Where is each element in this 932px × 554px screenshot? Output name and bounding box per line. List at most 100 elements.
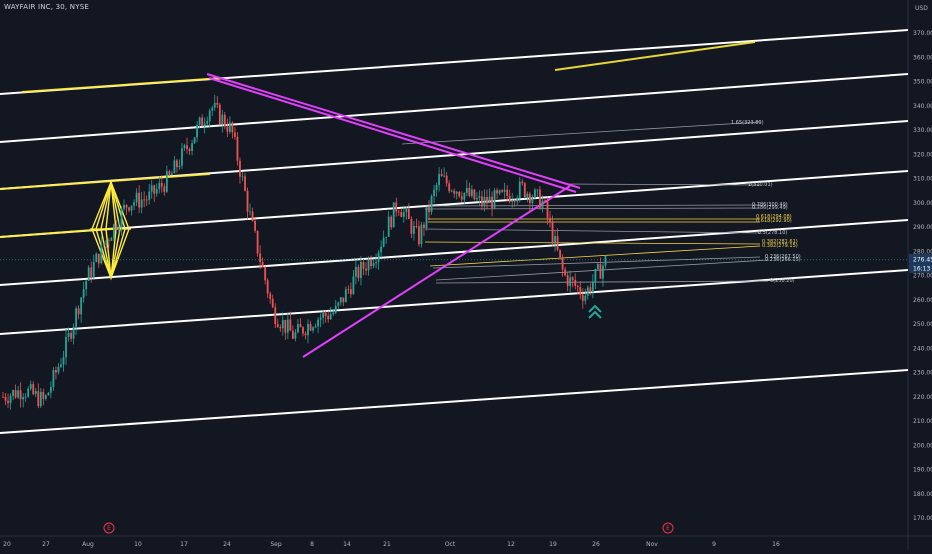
candle-body [385, 236, 388, 238]
candle-body [329, 314, 332, 320]
candle-body [511, 200, 514, 202]
candle-body [438, 174, 441, 186]
candle-body [34, 391, 37, 395]
candle-body [339, 297, 342, 303]
candle-body [410, 219, 413, 234]
candle-body [32, 384, 35, 395]
price-tick-label: 270.00 [913, 273, 932, 280]
candle-body [168, 171, 171, 175]
candle-body [110, 238, 113, 241]
price-tick-label: 320.00 [913, 151, 932, 158]
candle-body [468, 187, 471, 197]
candle-body [140, 199, 143, 208]
candle-body [355, 266, 357, 277]
candle-body [211, 107, 214, 111]
fib-level-line[interactable] [432, 256, 761, 269]
candle-body [463, 192, 466, 200]
candle-body [445, 175, 448, 184]
candle-body [493, 190, 496, 208]
candle-body [291, 330, 294, 339]
time-tick-label: 10 [134, 541, 142, 548]
earnings-event-marker[interactable]: E [662, 522, 674, 534]
candle-body [324, 312, 327, 316]
fib-level-line[interactable] [424, 204, 761, 207]
triangle-line[interactable] [206, 73, 581, 189]
candle-body [521, 181, 524, 184]
candle-body [170, 173, 173, 175]
time-tick-label: 24 [223, 541, 231, 548]
candle-body [455, 191, 458, 194]
time-tick-label: 16 [772, 541, 780, 548]
candle-body [158, 182, 161, 190]
candle-body [554, 236, 556, 244]
price-tick-label: 290.00 [913, 224, 932, 231]
candle-body [276, 324, 279, 327]
highlight-segment[interactable] [21, 77, 223, 93]
candle-body [302, 327, 304, 334]
fib-level-line[interactable] [435, 259, 769, 281]
highlight-segment[interactable] [0, 173, 211, 190]
candle-body [148, 191, 151, 200]
candle-body [546, 200, 549, 218]
candle-body [453, 190, 456, 194]
candle-body [569, 277, 572, 286]
fib-level-label: 0.382(281.61) [762, 239, 798, 245]
channel-line[interactable] [0, 269, 909, 335]
price-tick-label: 330.00 [913, 127, 932, 134]
candle-body [55, 370, 57, 373]
channel-line[interactable] [0, 170, 909, 238]
candle-body [105, 240, 108, 246]
fib-level-line[interactable] [424, 207, 761, 210]
candle-body [400, 211, 403, 217]
candle-body [279, 326, 282, 329]
candle-body [188, 148, 191, 151]
candle-body [405, 209, 408, 213]
candle-body [216, 102, 219, 105]
candle-body [465, 187, 468, 193]
candle-body [52, 370, 55, 388]
channel-line[interactable] [0, 219, 909, 286]
candle-body [347, 289, 350, 291]
triangle-line[interactable] [208, 77, 577, 193]
candle-body [264, 267, 267, 281]
candle-body [266, 280, 269, 294]
candle-body [319, 317, 322, 320]
candle-body [428, 207, 430, 213]
candle-body [254, 221, 256, 231]
candle-body [37, 391, 40, 407]
candle-body [382, 237, 385, 247]
fib-level-line[interactable] [435, 280, 769, 284]
candle-body [433, 189, 435, 197]
channel-line[interactable] [0, 369, 909, 434]
candle-body [236, 136, 239, 161]
fib-level-line[interactable] [564, 183, 761, 186]
candle-body [574, 279, 577, 286]
double-chevron-up-icon[interactable] [588, 304, 602, 319]
candle-body [130, 205, 133, 211]
symbol-title[interactable]: WAYFAIR INC, 30, NYSE [4, 3, 89, 11]
time-tick-label: 9 [712, 541, 716, 548]
earnings-event-marker[interactable]: E [103, 522, 115, 534]
candle-body [87, 267, 90, 281]
candle-body [49, 387, 52, 393]
fib-level-line[interactable] [424, 228, 761, 234]
diamond-pattern[interactable] [90, 179, 131, 281]
candle-body [138, 192, 141, 208]
channel-line[interactable] [0, 73, 909, 143]
highlight-segment[interactable] [554, 41, 756, 71]
earnings-event-label: E [666, 525, 670, 532]
triangle-line[interactable] [302, 185, 571, 358]
candle-body [163, 186, 166, 192]
candle-body [443, 175, 446, 177]
candle-body [206, 121, 209, 124]
candle-body [299, 324, 302, 328]
candle-body [370, 259, 372, 267]
candle-body [360, 262, 362, 279]
candle-body [508, 195, 511, 202]
price-tick-label: 310.00 [913, 176, 932, 183]
fib-level-line[interactable] [429, 245, 761, 267]
candle-body [241, 176, 244, 178]
fib-level-line[interactable] [401, 121, 761, 145]
